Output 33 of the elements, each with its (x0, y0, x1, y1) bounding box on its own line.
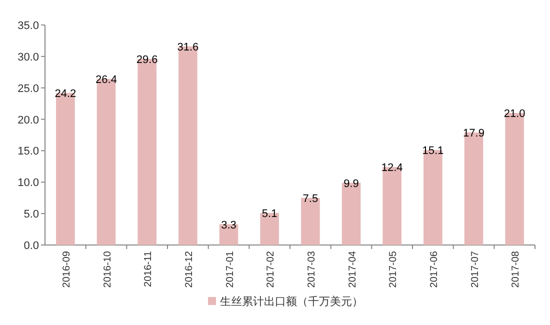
data-label: 7.5 (302, 192, 318, 205)
y-tick-label: 15.0 (18, 146, 39, 158)
x-tick-label: 2017-03 (306, 250, 318, 288)
legend-label: 生丝累计出口额（千万美元） (220, 295, 363, 308)
y-tick-label: 20.0 (18, 114, 39, 126)
data-label: 15.1 (422, 145, 444, 158)
x-tick-label: 2017-01 (224, 250, 236, 288)
x-tick-label: 2016-10 (102, 250, 114, 288)
y-tick-label: 35.0 (18, 20, 39, 32)
data-label: 3.3 (221, 219, 236, 232)
data-label: 26.4 (96, 74, 117, 86)
x-tick-label: 2016-12 (184, 250, 195, 288)
y-tick-label: 10.0 (18, 177, 39, 190)
data-label: 5.1 (262, 208, 278, 220)
data-label: 24.2 (54, 88, 76, 100)
x-tick-label: 2017-06 (428, 250, 440, 288)
x-tick-label: 2016-09 (61, 250, 72, 288)
x-tick-label: 2017-05 (388, 250, 400, 288)
data-label: 9.9 (344, 178, 359, 190)
y-tick-label: 30.0 (18, 51, 39, 64)
data-label: 17.9 (463, 127, 484, 140)
data-label: 31.6 (177, 41, 199, 54)
x-tick-label: 2017-04 (347, 250, 358, 288)
data-label: 21.0 (504, 108, 526, 120)
y-tick-label: 5.0 (24, 208, 39, 221)
y-tick-label: 25.0 (18, 82, 39, 95)
y-tick-label: 0.0 (24, 240, 39, 252)
x-tick-label: 2016-11 (143, 250, 154, 287)
x-tick-label: 2017-07 (470, 250, 481, 288)
x-tick-label: 2017-08 (510, 250, 522, 288)
x-tick-label: 2017-02 (266, 250, 277, 288)
data-label: 12.4 (381, 162, 403, 174)
data-label: 29.6 (136, 54, 158, 66)
